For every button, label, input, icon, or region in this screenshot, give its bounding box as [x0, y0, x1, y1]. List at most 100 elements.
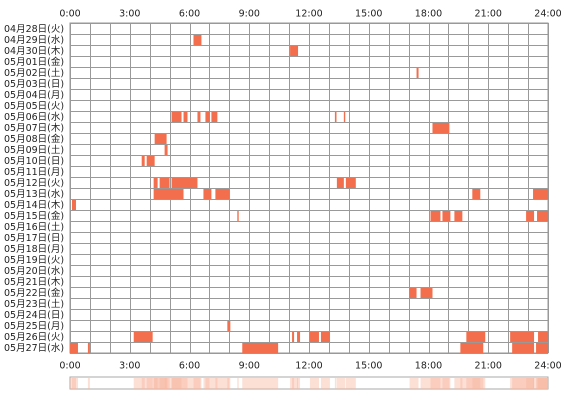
summary-activity — [87, 378, 90, 389]
activity — [197, 112, 201, 122]
summary-activity — [146, 378, 155, 389]
activity — [537, 211, 548, 221]
summary-activity — [290, 378, 299, 389]
row-label: 04月28日(火) — [4, 24, 64, 35]
row-label: 04月30日(木) — [4, 45, 64, 57]
summary-activity — [193, 378, 202, 389]
x-tick-label: 6:00 — [179, 9, 200, 20]
row-label: 05月05日(火) — [4, 101, 64, 112]
summary-activity — [211, 378, 218, 389]
activity — [87, 343, 90, 353]
row-label: 05月26日(火) — [4, 332, 64, 343]
activity — [409, 288, 417, 298]
x-tick-label: 15:00 — [355, 361, 382, 372]
summary-activity — [510, 378, 535, 389]
activity — [343, 112, 346, 122]
activity — [416, 68, 419, 78]
x-tick-label: 3:00 — [119, 9, 140, 20]
row-label: 05月22日(金) — [4, 287, 64, 299]
activity — [538, 332, 548, 342]
activity — [153, 178, 158, 188]
activity — [153, 189, 184, 199]
summary-activity — [153, 378, 184, 389]
activity — [512, 343, 535, 353]
summary-activity — [297, 378, 301, 389]
row-label: 05月19日(火) — [4, 255, 64, 266]
activity — [215, 189, 230, 199]
summary-activity — [442, 378, 451, 389]
activity — [320, 332, 330, 342]
summary-activity — [183, 378, 188, 389]
activity — [164, 145, 168, 155]
row-label: 05月20日(水) — [4, 265, 64, 277]
x-tick-label: 6:00 — [179, 361, 200, 372]
row-label: 05月09日(土) — [4, 144, 64, 156]
activity — [211, 112, 218, 122]
summary-activity — [345, 378, 356, 389]
summary-activity — [215, 378, 230, 389]
x-tick-label: 18:00 — [415, 9, 442, 20]
x-tick-label: 0:00 — [59, 9, 80, 20]
summary-activity — [154, 378, 167, 389]
x-tick-label: 3:00 — [119, 361, 140, 372]
activity — [227, 321, 231, 331]
activity — [154, 134, 167, 144]
activity — [71, 200, 76, 210]
summary-activity — [227, 378, 231, 389]
x-tick-label: 24:00 — [534, 361, 561, 372]
row-label: 05月01日(金) — [4, 56, 64, 68]
x-tick-label: 0:00 — [59, 361, 80, 372]
summary-activity — [153, 378, 158, 389]
activity — [183, 112, 188, 122]
x-tick-label: 12:00 — [295, 361, 322, 372]
row-label: 05月10日(日) — [4, 156, 64, 167]
summary-activity — [205, 378, 210, 389]
activity — [237, 211, 239, 221]
row-label: 04月29日(水) — [4, 34, 64, 46]
summary-activity — [336, 378, 344, 389]
summary-activity — [320, 378, 330, 389]
summary-activity — [242, 378, 279, 389]
activity — [193, 35, 202, 45]
summary-activity — [197, 378, 201, 389]
summary-activity — [526, 378, 535, 389]
row-label: 05月23日(土) — [4, 298, 64, 310]
row-label: 05月14日(木) — [4, 199, 64, 211]
x-tick-label: 21:00 — [475, 9, 502, 20]
summary-activity — [466, 378, 486, 389]
activity — [533, 189, 548, 199]
activity — [141, 156, 145, 166]
activity — [203, 189, 212, 199]
summary-activity — [430, 378, 441, 389]
summary-activity — [416, 378, 419, 389]
summary-activity — [454, 378, 463, 389]
summary-activity — [237, 378, 239, 389]
x-tick-label: 24:00 — [534, 9, 561, 20]
summary-activity — [309, 378, 319, 389]
activity — [171, 178, 198, 188]
row-label: 05月24日(日) — [4, 310, 64, 321]
summary-activity — [292, 378, 295, 389]
x-tick-label: 15:00 — [355, 9, 382, 20]
row-label: 05月11日(月) — [4, 167, 64, 178]
summary-activity — [460, 378, 484, 389]
row-label: 05月06日(水) — [4, 111, 64, 123]
activity — [242, 343, 279, 353]
activity — [205, 112, 210, 122]
summary-activity — [71, 378, 76, 389]
summary-activity — [171, 378, 198, 389]
row-label: 05月17日(日) — [4, 233, 64, 244]
summary-activity — [409, 378, 417, 389]
activity — [432, 123, 450, 133]
activity — [292, 332, 295, 342]
summary-activity — [334, 378, 337, 389]
row-label: 05月03日(日) — [4, 79, 64, 90]
activity — [442, 211, 451, 221]
x-tick-label: 21:00 — [475, 361, 502, 372]
activity — [309, 332, 319, 342]
row-label: 05月21日(木) — [4, 276, 64, 288]
row-label: 05月27日(水) — [4, 342, 64, 354]
activity — [336, 178, 344, 188]
summary-activity — [533, 378, 548, 389]
activity — [454, 211, 463, 221]
